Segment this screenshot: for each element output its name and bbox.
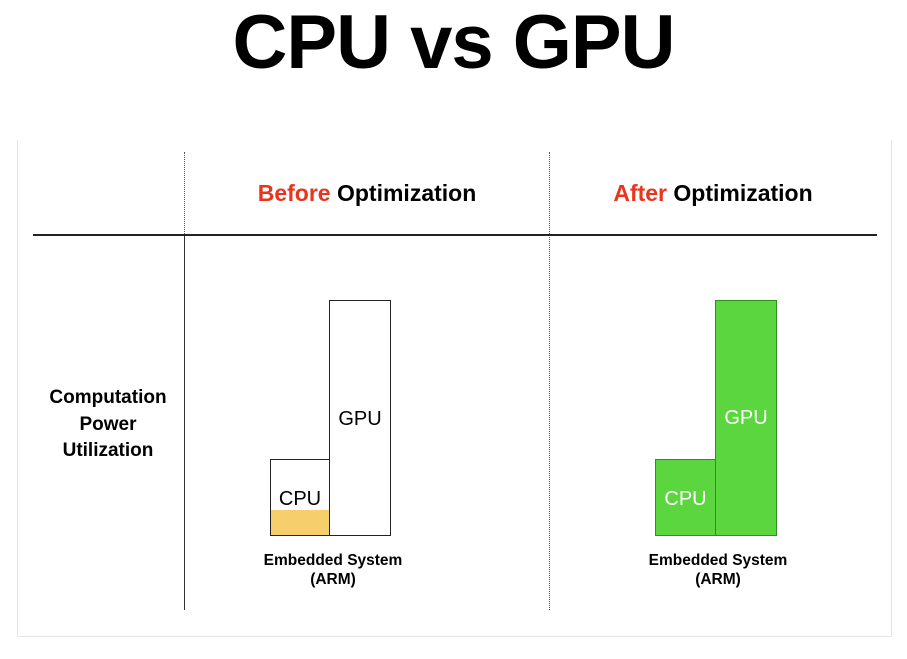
header-underline (33, 234, 877, 236)
row-label-computation-power-utilization: Computation Power Utilization (34, 385, 182, 465)
before-caption-line-2: (ARM) (310, 571, 356, 588)
row-label-line-2: Power (79, 413, 137, 435)
comparison-table (17, 140, 892, 637)
header-text-before: Optimization (336, 180, 477, 206)
row-label-divider (184, 236, 185, 610)
header-accent-before: Before (257, 180, 331, 206)
before-cpu-bar: CPU (270, 459, 330, 536)
column-divider (549, 152, 550, 610)
row-label-line-3: Utilization (62, 440, 154, 461)
header-before-optimization: Before Optimization (186, 180, 548, 207)
row-label-line-1: Computation (49, 387, 167, 408)
before-caption: Embedded System (ARM) (213, 551, 453, 589)
after-cpu-label: CPU (664, 488, 707, 510)
before-gpu-bar: GPU (329, 300, 391, 536)
page-title: CPU vs GPU (232, 0, 676, 85)
before-caption-line-1: Embedded System (263, 552, 403, 569)
after-cpu-bar: CPU (655, 459, 716, 536)
after-caption-line-2: (ARM) (695, 571, 741, 588)
after-caption: Embedded System (ARM) (598, 551, 838, 589)
before-cpu-label: CPU (278, 488, 322, 510)
header-divider-left (184, 152, 185, 234)
after-gpu-bar: GPU (715, 300, 777, 536)
after-gpu-label: GPU (724, 407, 768, 429)
header-text-after: Optimization (673, 180, 813, 206)
before-cpu-utilization-fill (271, 510, 329, 535)
before-gpu-label: GPU (338, 408, 382, 430)
header-after-optimization: After Optimization (551, 180, 875, 207)
after-caption-line-1: Embedded System (648, 552, 788, 569)
header-accent-after: After (613, 180, 667, 206)
